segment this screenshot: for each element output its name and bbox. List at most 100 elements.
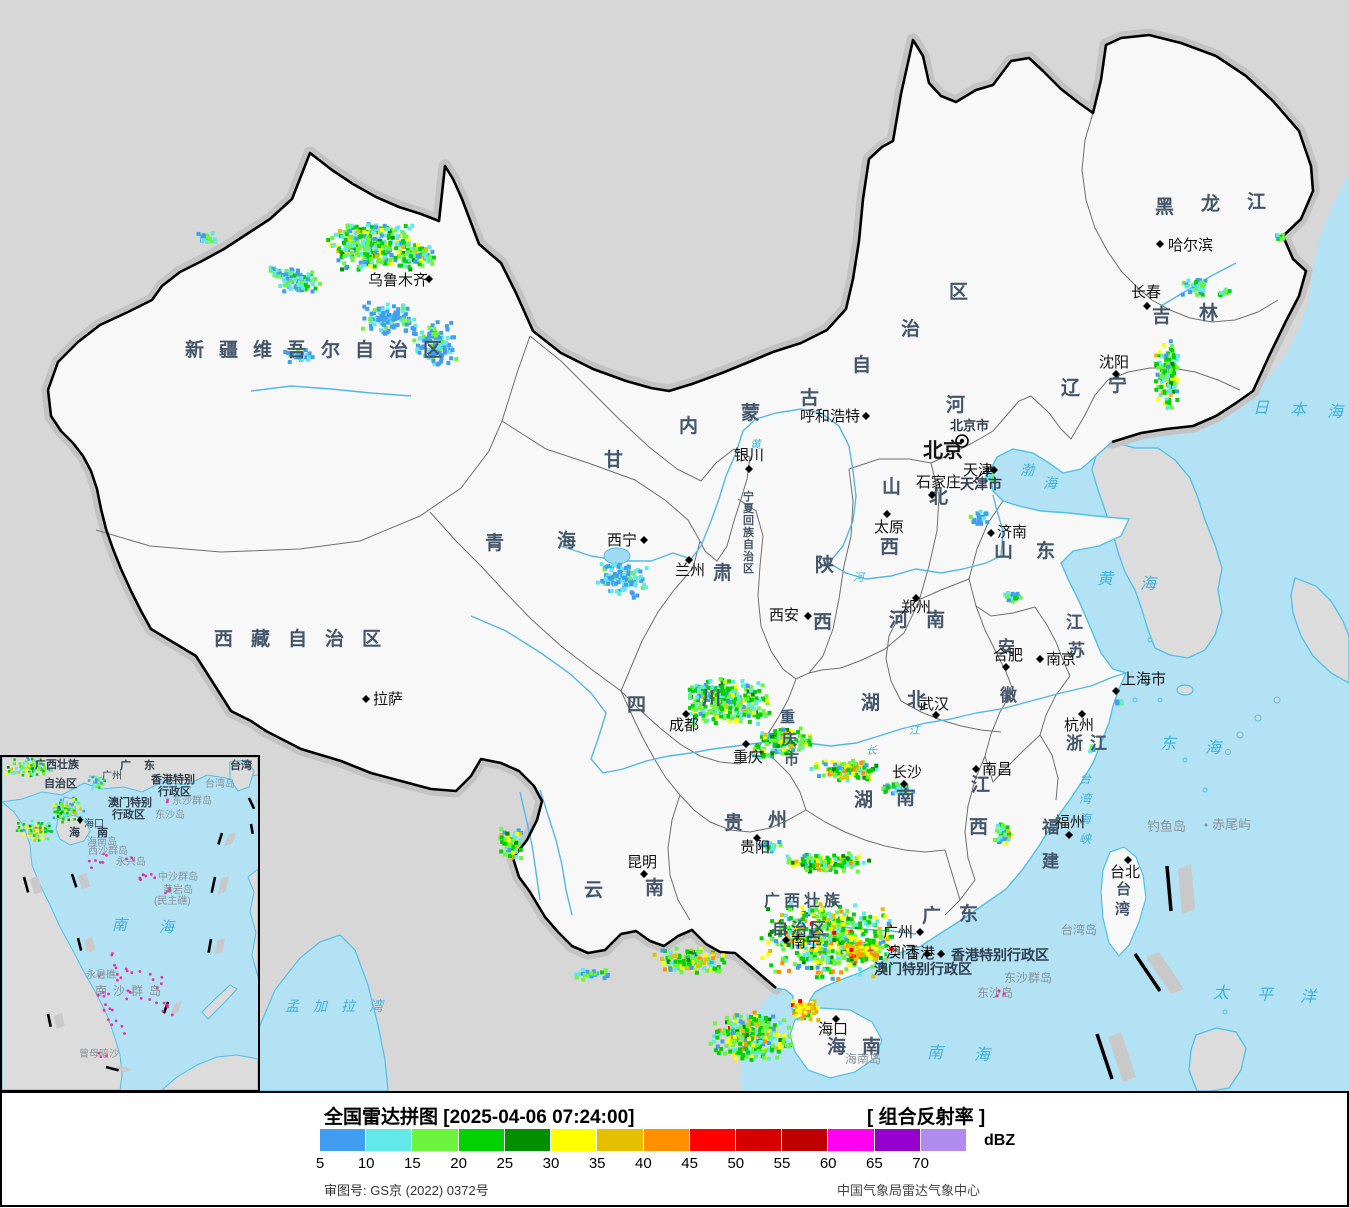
colorbar-tick: 35: [588, 1155, 606, 1172]
svg-text:西: 西: [969, 817, 988, 838]
river-label: 江: [909, 724, 921, 737]
svg-text:长: 长: [866, 744, 878, 757]
radar-echo-cluster: [268, 265, 293, 279]
city-label: 哈尔滨: [1156, 237, 1213, 254]
city-marker: [1112, 370, 1120, 378]
svg-text:台: 台: [1116, 880, 1131, 898]
svg-text:自: 自: [355, 338, 374, 361]
svg-text:湾: 湾: [369, 998, 385, 1014]
province-label: 吉林: [1152, 301, 1218, 327]
city-marker: [1124, 856, 1132, 864]
province-label: 新疆维吾尔自治区: [185, 338, 442, 361]
sea-label: 南海: [927, 1044, 992, 1064]
inset-label: 东沙岛: [155, 808, 185, 821]
colorbar-cell: [366, 1129, 412, 1151]
jeju-island: [1176, 684, 1194, 696]
svg-text:济南: 济南: [997, 524, 1027, 541]
city-marker: [685, 556, 693, 564]
radar-echo-cluster: [1088, 744, 1096, 754]
svg-text:湾: 湾: [1115, 900, 1130, 918]
city-label: 海口: [818, 1015, 848, 1038]
agency-credit: 中国气象局雷达气象中心: [837, 1183, 981, 1198]
radar-echo-cluster: [52, 796, 85, 824]
svg-text:西宁: 西宁: [607, 532, 637, 549]
province-label: 山东: [994, 539, 1055, 562]
svg-text:海: 海: [1327, 403, 1345, 421]
radar-echo-cluster: [968, 509, 990, 526]
svg-text:四: 四: [627, 695, 646, 716]
svg-text:重: 重: [780, 708, 795, 726]
sea-label: 黄海: [1097, 570, 1158, 593]
radar-echo-cluster: [574, 968, 610, 982]
city-marker: [883, 510, 891, 518]
colorbar-cell: [412, 1129, 458, 1151]
city-marker: [923, 950, 931, 958]
svg-text:江: 江: [971, 774, 990, 796]
svg-text:浙: 浙: [1066, 733, 1083, 753]
svg-text:宁: 宁: [743, 489, 754, 503]
map-license-number: 审图号: GS京 (2022) 0372号: [324, 1183, 489, 1198]
taiwan-island: [1100, 846, 1147, 957]
inset-label: 海口: [84, 817, 104, 830]
svg-text:西: 西: [214, 629, 233, 650]
river-label: 黄: [750, 438, 763, 451]
chiwei-dot: [1204, 823, 1208, 827]
svg-text:哈尔滨: 哈尔滨: [1168, 237, 1213, 254]
colorbar-tick: 20: [450, 1155, 467, 1172]
south-china-sea-inset: 广西壮族 自治区 广东广州 香港特别 行政区 澳门特别 行政区 台湾 台湾岛 东沙群岛 东沙岛 海口海…: [0, 755, 269, 1092]
city-marker: [745, 465, 753, 473]
province-label: 重庆市: [780, 708, 799, 768]
island-label: 东沙群岛: [1004, 970, 1052, 985]
city-marker: [362, 695, 370, 703]
svg-text:长沙: 长沙: [892, 764, 922, 781]
radar-echo-cluster: [405, 242, 436, 268]
colorbar-tick: 65: [866, 1155, 883, 1172]
svg-text:黑: 黑: [1155, 196, 1174, 218]
island-label: 东沙岛: [977, 985, 1013, 1000]
inset-label: 自治区: [44, 776, 77, 790]
inset-dash-segment: [210, 876, 229, 895]
reflectivity-colorbar: [320, 1129, 967, 1151]
svg-text:海: 海: [1043, 475, 1059, 491]
city-marker: [932, 711, 940, 719]
colorbar-cell: [643, 1129, 689, 1151]
province-label: 湖北: [861, 689, 926, 714]
colorbar-cell: [874, 1129, 920, 1151]
city-label: 济南: [987, 524, 1027, 541]
svg-text:治: 治: [743, 549, 754, 563]
city-label: 成都: [669, 710, 699, 734]
pink-island-group: [165, 798, 170, 804]
svg-text:郑州: 郑州: [901, 599, 931, 616]
pink-island-group: [164, 886, 172, 895]
province-label: 陕西: [813, 553, 834, 633]
svg-text:东: 东: [959, 902, 978, 925]
svg-text:江: 江: [1247, 191, 1266, 213]
svg-text:湾: 湾: [1079, 792, 1093, 806]
inset-label: 行政区: [157, 784, 191, 798]
svg-text:北: 北: [907, 689, 926, 711]
svg-text:治: 治: [325, 627, 344, 650]
colorbar-cell: [597, 1129, 643, 1151]
city-marker: [990, 466, 998, 474]
svg-text:海口: 海口: [818, 1021, 848, 1038]
city-marker: [640, 870, 648, 878]
svg-text:洋: 洋: [1300, 988, 1318, 1006]
svg-text:加: 加: [313, 998, 329, 1014]
inset-sea-label: 海: [159, 919, 176, 936]
colorbar-tick-values: 5 10 15 20 25 30 35 40 45 50 55 60 65 70: [2, 1155, 1347, 1173]
svg-text:东: 东: [1160, 735, 1178, 753]
city-marker: [1143, 302, 1151, 310]
radar-echo-cluster: [790, 999, 821, 1022]
svg-text:孟: 孟: [285, 998, 300, 1014]
city-label: 西宁: [607, 532, 648, 549]
svg-text:河: 河: [946, 394, 965, 416]
svg-text:海: 海: [557, 529, 576, 552]
city-marker: [1036, 655, 1044, 663]
svg-text:吾: 吾: [287, 339, 306, 361]
colorbar-tick: 40: [635, 1155, 652, 1172]
svg-text:山: 山: [994, 540, 1013, 562]
city-label: 福州: [1055, 814, 1085, 839]
svg-text:治: 治: [389, 338, 408, 361]
